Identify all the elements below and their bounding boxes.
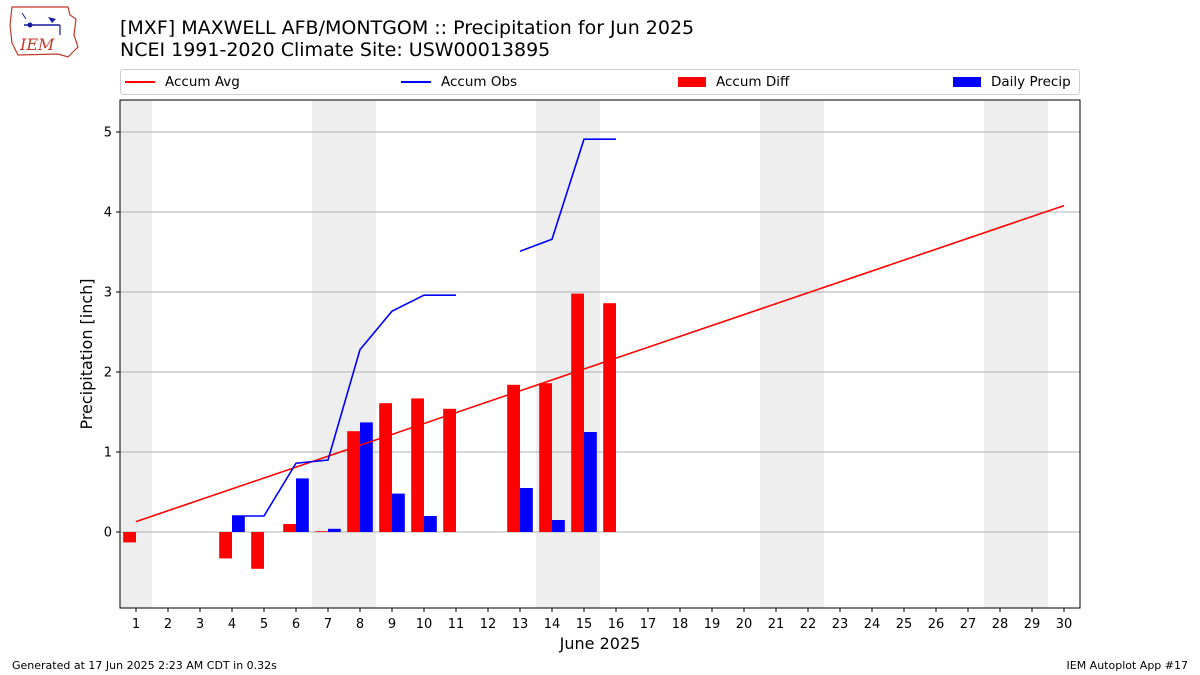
accum-obs-line-2 [519, 138, 616, 252]
x-tick-label-9: 9 [388, 617, 396, 632]
x-tick-label-13: 13 [512, 617, 529, 632]
legend-label-accum-obs: Accum Obs [441, 74, 518, 90]
daily-precip-bar-day-10 [424, 516, 437, 532]
x-tick-label-4: 4 [228, 617, 236, 632]
accum-diff-bar-day-11 [443, 408, 456, 532]
x-tick-label-27: 27 [960, 617, 977, 632]
x-tick-label-23: 23 [832, 617, 849, 632]
accum-diff-bar-day-1 [123, 532, 136, 543]
logo-text: IEM [19, 35, 55, 54]
legend: Accum Avg Accum Obs Accum Diff Daily Pre… [120, 69, 1080, 95]
x-tick-label-15: 15 [576, 617, 593, 632]
accum-diff-bar-day-13 [507, 384, 520, 532]
daily-precip-bar-day-6 [296, 478, 309, 532]
legend-label-daily-precip: Daily Precip [991, 74, 1071, 90]
y-tick-label-2: 2 [104, 366, 112, 381]
x-tick-label-16: 16 [608, 617, 625, 632]
accum-diff-bar-day-15 [571, 293, 584, 532]
daily-precip-bar-day-7 [328, 528, 341, 532]
weekend-shade-5 [984, 100, 1048, 608]
x-tick-label-3: 3 [196, 617, 204, 632]
x-tick-label-10: 10 [416, 617, 433, 632]
accum-obs-line-1 [232, 294, 456, 517]
legend-swatch-accum-obs [401, 81, 431, 83]
legend-item-daily-precip: Daily Precip [953, 70, 1071, 94]
chart-title: [MXF] MAXWELL AFB/MONTGOM :: Precipitati… [120, 17, 695, 39]
accum-diff-bar-day-10 [411, 398, 424, 532]
x-tick-label-1: 1 [132, 617, 140, 632]
legend-swatch-accum-avg [125, 81, 155, 83]
app-footer: IEM Autoplot App #17 [1066, 659, 1189, 672]
weekend-shade-1 [120, 100, 152, 608]
legend-swatch-accum-diff [678, 77, 706, 87]
accum-diff-bar-day-6 [283, 524, 296, 532]
x-tick-label-21: 21 [768, 617, 785, 632]
daily-precip-bar-day-15 [584, 432, 597, 532]
x-tick-label-25: 25 [896, 617, 913, 632]
x-tick-label-24: 24 [864, 617, 881, 632]
x-tick-label-26: 26 [928, 617, 945, 632]
x-tick-label-22: 22 [800, 617, 817, 632]
x-tick-label-2: 2 [164, 617, 172, 632]
daily-precip-bar-day-4 [232, 516, 245, 532]
daily-precip-bar-day-13 [520, 488, 533, 532]
chart-subtitle: NCEI 1991-2020 Climate Site: USW00013895 [120, 39, 551, 61]
y-axis-label: Precipitation [inch] [77, 278, 96, 429]
x-tick-label-30: 30 [1056, 617, 1073, 632]
accum-diff-bar-day-5 [251, 532, 264, 569]
legend-label-accum-diff: Accum Diff [716, 74, 790, 90]
x-tick-label-19: 19 [704, 617, 721, 632]
y-tick-label-3: 3 [104, 286, 112, 301]
x-tick-label-8: 8 [356, 617, 364, 632]
accum-diff-bar-day-7 [315, 531, 328, 532]
x-tick-label-18: 18 [672, 617, 689, 632]
daily-precip-bar-day-9 [392, 493, 405, 532]
accum-diff-bar-day-8 [347, 431, 360, 532]
y-tick-label-5: 5 [104, 126, 112, 141]
y-tick-label-1: 1 [104, 446, 112, 461]
x-tick-label-6: 6 [292, 617, 300, 632]
x-tick-label-28: 28 [992, 617, 1009, 632]
legend-item-accum-diff: Accum Diff [678, 70, 789, 94]
x-tick-label-11: 11 [448, 617, 465, 632]
legend-label-accum-avg: Accum Avg [165, 74, 240, 90]
weekend-shade-4 [760, 100, 824, 608]
x-tick-label-20: 20 [736, 617, 753, 632]
x-tick-label-17: 17 [640, 617, 657, 632]
accum-avg-line [135, 204, 1065, 523]
y-tick-label-4: 4 [104, 206, 112, 221]
x-tick-label-12: 12 [480, 617, 497, 632]
accum-diff-bar-day-16 [603, 303, 616, 532]
generated-footer: Generated at 17 Jun 2025 2:23 AM CDT in … [12, 659, 277, 672]
accum-diff-bar-day-9 [379, 403, 392, 532]
daily-precip-bar-day-14 [552, 520, 565, 532]
accum-diff-bar-day-14 [539, 383, 552, 532]
iem-logo: IEM [9, 6, 79, 58]
accum-diff-bar-day-4 [219, 532, 232, 559]
y-tick-label-0: 0 [104, 526, 112, 541]
plot-frame [119, 99, 1081, 609]
x-tick-label-7: 7 [324, 617, 332, 632]
x-axis-label: June 2025 [559, 634, 641, 653]
x-tick-label-29: 29 [1024, 617, 1041, 632]
legend-item-accum-obs: Accum Obs [401, 70, 517, 94]
daily-precip-bar-day-8 [360, 422, 373, 532]
x-tick-label-14: 14 [544, 617, 561, 632]
legend-item-accum-avg: Accum Avg [125, 70, 240, 94]
legend-swatch-daily-precip [953, 77, 981, 87]
x-tick-label-5: 5 [260, 617, 268, 632]
